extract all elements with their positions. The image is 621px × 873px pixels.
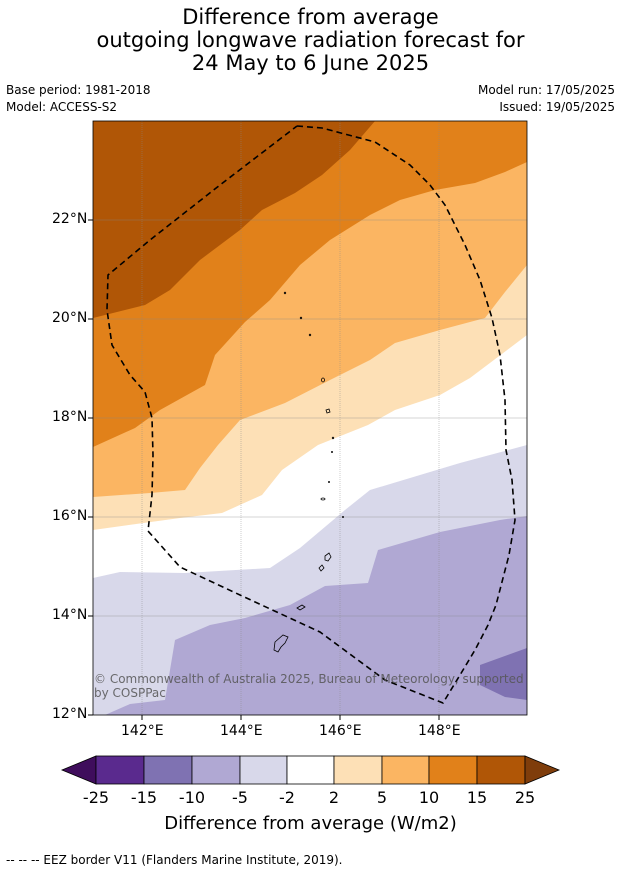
lat-tick-16: 16°N [52, 508, 88, 524]
lon-tick-144: 144°E [220, 723, 263, 739]
islands [273, 291, 344, 653]
model-run: Model run: 17/05/2025 [477, 83, 615, 97]
lon-tick-148: 148°E [418, 723, 461, 739]
colorbar-title: Difference from average (W/m2) [164, 813, 457, 834]
lat-tick-12: 12°N [52, 706, 88, 722]
colorbar [60, 755, 561, 785]
lon-tick-142: 142°E [121, 723, 164, 739]
title-line-1: Difference from average [182, 5, 439, 29]
lat-tick-18: 18°N [52, 409, 88, 425]
lat-tick-22: 22°N [52, 211, 88, 227]
colorbar-label: -10 [178, 788, 206, 807]
colorbar-swatch-1 [95, 755, 145, 785]
colorbar-label: -5 [232, 788, 248, 807]
colorbar-swatch-7 [381, 755, 430, 785]
colorbar-label: 15 [466, 788, 488, 807]
lon-tick-146: 146°E [319, 723, 362, 739]
colorbar-label: -2 [279, 788, 295, 807]
colorbar-label: 5 [376, 788, 388, 807]
colorbar-label: 25 [514, 788, 536, 807]
colorbar-swatch-2 [143, 755, 193, 785]
base-period: Base period: 1981-2018 [6, 83, 151, 97]
lat-tick-20: 20°N [52, 310, 88, 326]
colorbar-swatch-3 [191, 755, 241, 785]
colorbar-label: -15 [130, 788, 158, 807]
colorbar-swatch-9 [476, 755, 526, 785]
colorbar-extend-high [524, 755, 561, 785]
colorbar-label: 10 [418, 788, 440, 807]
title-line-2: outgoing longwave radiation forecast for [96, 28, 525, 52]
issued-date: Issued: 19/05/2025 [499, 100, 615, 114]
colorbar-extend-low [60, 755, 97, 785]
contour-dark-purple [480, 648, 527, 700]
model-name: Model: ACCESS-S2 [6, 100, 118, 114]
axis-ticks [88, 219, 440, 720]
filled-contours [93, 121, 527, 715]
copyright-notice: © Commonwealth of Australia 2025, Bureau… [94, 672, 524, 700]
colorbar-label: 2 [328, 788, 340, 807]
colorbar-swatch-4 [239, 755, 288, 785]
colorbar-swatch-8 [428, 755, 478, 785]
lat-tick-14: 14°N [52, 607, 88, 623]
colorbar-swatch-5 [286, 755, 335, 785]
contour-medium-purple [105, 516, 527, 715]
gridlines [93, 121, 527, 715]
title-line-3: 24 May to 6 June 2025 [191, 51, 430, 75]
eez-border [106, 125, 516, 704]
contour-dark-orange [93, 121, 375, 318]
eez-legend: -- -- -- EEZ border V11 (Flanders Marine… [6, 853, 343, 867]
colorbar-label: -25 [82, 788, 110, 807]
colorbar-swatch-6 [333, 755, 383, 785]
